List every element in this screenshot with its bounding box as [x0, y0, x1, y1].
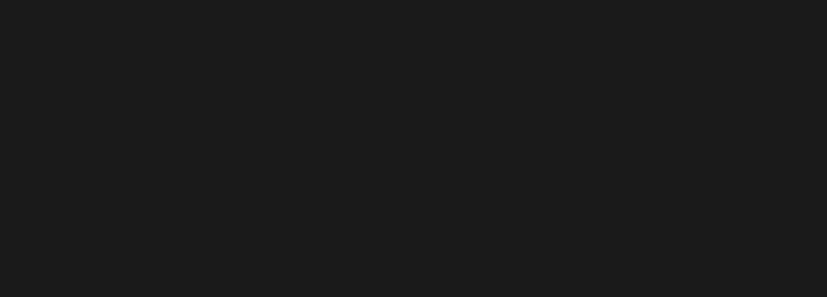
Text: b): b) [131, 233, 146, 247]
Text: The target capital structure for Millennium Corporation is 50 percent common sto: The target capital structure for Millenn… [115, 76, 744, 151]
Text: What is Millennium’s WACC? –: What is Millennium’s WACC? – [159, 177, 376, 191]
Text: a): a) [131, 177, 145, 191]
Text: The company president has approached you about its capital structure. He wants t: The company president has approached you… [159, 233, 753, 288]
Text: Question 2 (5 n: Question 2 (5 n [88, 30, 215, 45]
